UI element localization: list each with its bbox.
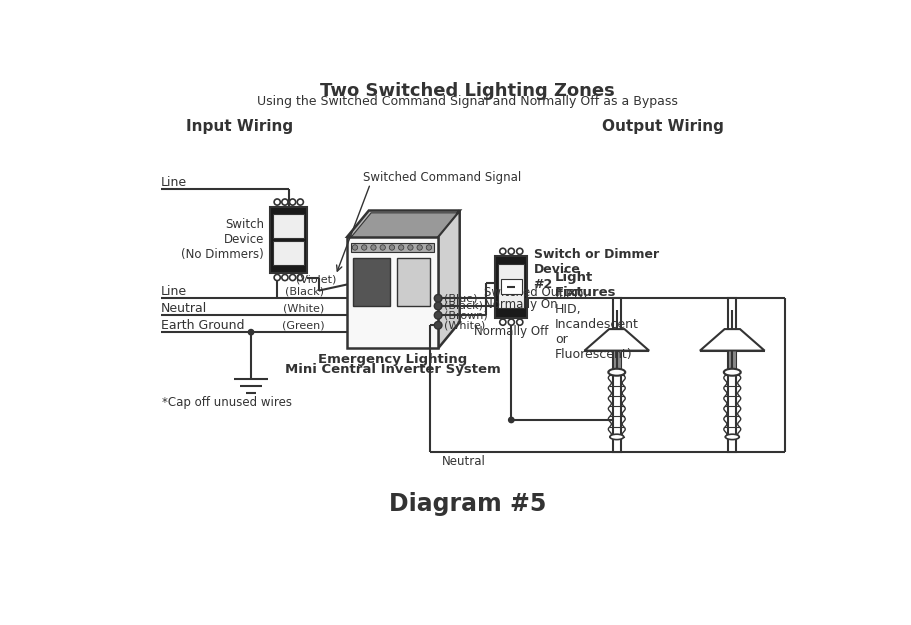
Circle shape	[434, 321, 442, 329]
Text: Line: Line	[160, 176, 187, 189]
Circle shape	[297, 274, 303, 281]
Bar	[612, 298, 620, 452]
Text: Switch
Device
(No Dimmers): Switch Device (No Dimmers)	[181, 218, 264, 261]
Circle shape	[508, 418, 514, 422]
Text: Switch or Dimmer
Device
#2: Switch or Dimmer Device #2	[533, 248, 658, 291]
Text: Emergency Lighting: Emergency Lighting	[318, 352, 466, 366]
Bar	[728, 298, 735, 452]
Text: Neutral: Neutral	[160, 302, 207, 315]
Circle shape	[517, 319, 522, 325]
Text: Light
Fixtures: Light Fixtures	[555, 271, 616, 299]
Ellipse shape	[724, 434, 739, 439]
Bar	[495, 256, 527, 318]
Circle shape	[507, 248, 514, 254]
Circle shape	[248, 329, 253, 335]
Text: (Violet): (Violet)	[296, 274, 336, 284]
Text: (Blue): (Blue)	[444, 293, 477, 303]
Text: (Black): (Black)	[444, 301, 483, 311]
Circle shape	[416, 245, 422, 250]
Circle shape	[352, 245, 357, 250]
Circle shape	[434, 311, 442, 319]
Text: (Green): (Green)	[281, 320, 323, 330]
Polygon shape	[437, 211, 459, 348]
Text: (White): (White)	[444, 320, 485, 330]
Circle shape	[380, 245, 385, 250]
Ellipse shape	[609, 434, 623, 439]
Circle shape	[297, 199, 303, 205]
Text: Switched Output: Switched Output	[484, 286, 582, 299]
Circle shape	[407, 245, 413, 250]
Text: Neutral: Neutral	[442, 455, 486, 468]
Text: (Brown): (Brown)	[444, 310, 487, 320]
Circle shape	[499, 319, 506, 325]
Text: Line: Line	[160, 285, 187, 298]
Circle shape	[425, 245, 431, 250]
Text: (Black): (Black)	[285, 286, 323, 296]
Circle shape	[434, 294, 442, 302]
Circle shape	[289, 274, 295, 281]
Bar	[497, 264, 524, 308]
Bar	[273, 214, 304, 238]
Bar	[347, 237, 437, 348]
Polygon shape	[349, 213, 457, 239]
Text: (White): (White)	[282, 303, 323, 313]
Circle shape	[389, 245, 394, 250]
Polygon shape	[699, 329, 763, 351]
Text: *Cap off unused wires: *Cap off unused wires	[162, 396, 292, 409]
Bar	[273, 241, 304, 265]
Text: Earth Ground: Earth Ground	[160, 319, 244, 332]
Text: Normally Off: Normally Off	[474, 325, 548, 338]
Bar	[351, 243, 434, 252]
Polygon shape	[584, 329, 649, 351]
Circle shape	[281, 199, 288, 205]
Text: Diagram #5: Diagram #5	[388, 492, 546, 516]
Bar	[353, 258, 390, 306]
Circle shape	[398, 245, 404, 250]
Text: Switched Command Signal: Switched Command Signal	[363, 171, 520, 184]
Text: Output Wiring: Output Wiring	[601, 119, 723, 134]
Text: (LED,
HID,
Incandescent
or
Fluorescent): (LED, HID, Incandescent or Fluorescent)	[555, 288, 639, 361]
Circle shape	[274, 274, 280, 281]
Circle shape	[517, 248, 522, 254]
Text: Input Wiring: Input Wiring	[186, 119, 292, 134]
Circle shape	[289, 199, 295, 205]
Text: Using the Switched Command Signal and Normally Off as a Bypass: Using the Switched Command Signal and No…	[257, 96, 677, 109]
Circle shape	[499, 248, 506, 254]
Text: Two Switched Lighting Zones: Two Switched Lighting Zones	[320, 82, 614, 100]
Ellipse shape	[608, 369, 625, 376]
Text: Normally On: Normally On	[484, 298, 558, 311]
Circle shape	[281, 274, 288, 281]
Circle shape	[361, 245, 366, 250]
Bar	[500, 279, 521, 294]
Circle shape	[434, 302, 442, 310]
Text: Mini Central Inverter System: Mini Central Inverter System	[284, 362, 500, 376]
Polygon shape	[347, 211, 459, 237]
Circle shape	[274, 199, 280, 205]
Circle shape	[371, 245, 375, 250]
Bar	[397, 258, 429, 306]
Ellipse shape	[723, 369, 740, 376]
Circle shape	[507, 319, 514, 325]
Bar	[270, 207, 307, 273]
